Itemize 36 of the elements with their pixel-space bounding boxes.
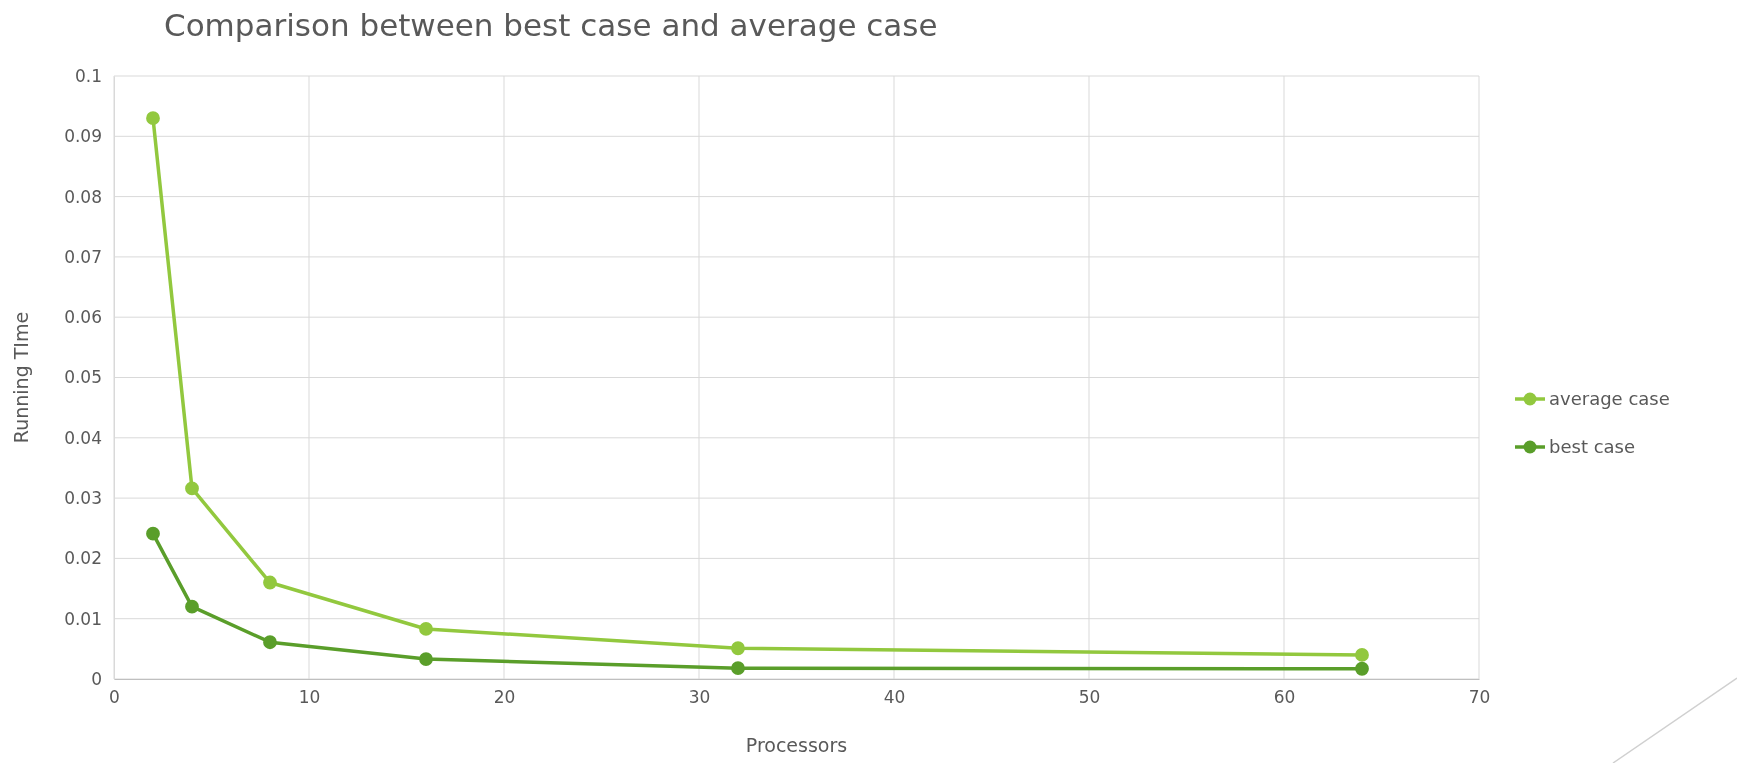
point	[1355, 647, 1369, 662]
x-tick-label: 10	[298, 687, 321, 708]
y-tick-label: 0.07	[64, 246, 102, 267]
point	[146, 526, 160, 541]
y-tick-label: 0.04	[64, 427, 102, 448]
y-tick-label: 0.03	[64, 488, 102, 509]
y-tick-label: 0.01	[64, 608, 102, 629]
point	[185, 481, 199, 496]
y-tick-label: 0.06	[64, 307, 102, 328]
point	[1355, 661, 1369, 676]
legend-label: average case	[1549, 388, 1670, 409]
x-tick-label: 60	[1273, 687, 1296, 708]
x-tick-label: 20	[493, 687, 516, 708]
y-tick-label: 0	[91, 668, 102, 689]
y-axis-title: Running TIme	[10, 311, 32, 444]
x-tick-label: 40	[883, 687, 906, 708]
y-tick-label: 0.02	[64, 548, 102, 569]
y-tick-label: 0.05	[64, 367, 102, 388]
y-tick-label: 0.09	[64, 126, 102, 147]
point	[731, 641, 745, 656]
point	[419, 652, 433, 666]
point	[419, 622, 433, 636]
point	[263, 575, 277, 590]
y-tick-label: 0.08	[64, 186, 102, 207]
point	[731, 661, 745, 676]
x-tick-label: 0	[109, 687, 120, 708]
point	[263, 635, 277, 650]
x-tick-label: 30	[688, 687, 711, 708]
chart-title: Comparison between best case and average case	[164, 7, 938, 43]
x-axis-title: Processors	[745, 734, 848, 756]
point	[185, 599, 199, 614]
x-tick-label: 50	[1078, 687, 1101, 708]
x-tick-label: 70	[1468, 687, 1491, 708]
y-tick-label: 0.1	[74, 65, 102, 86]
legend-label: best case	[1549, 436, 1636, 457]
point	[146, 111, 160, 126]
